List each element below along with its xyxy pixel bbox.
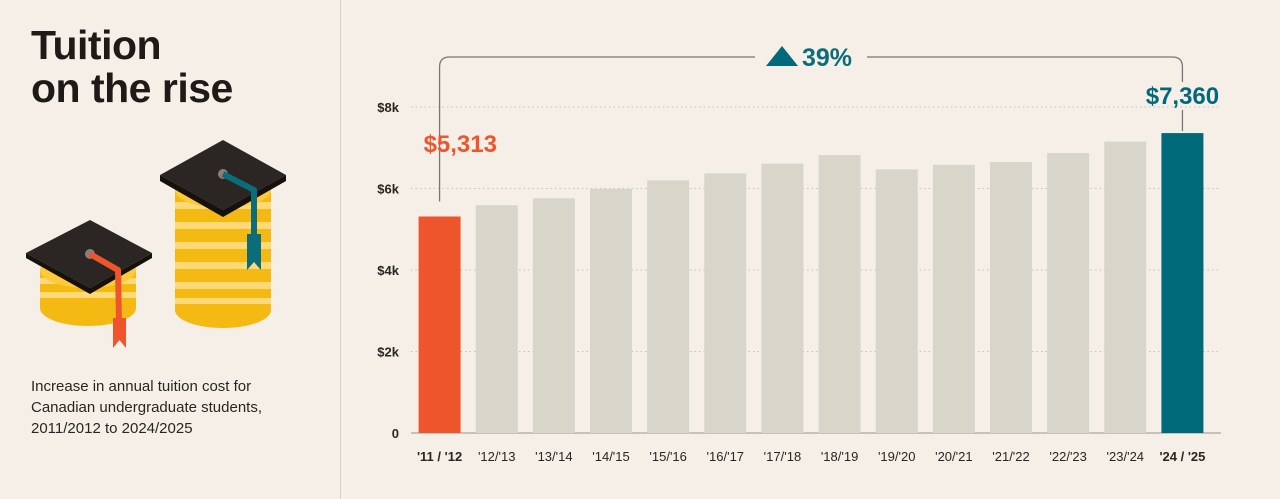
x-tick-label: '18/'19 <box>821 449 859 464</box>
y-tick-label: $8k <box>377 100 399 115</box>
bar <box>1161 133 1204 433</box>
up-arrow-icon <box>766 46 798 66</box>
bar <box>818 155 861 433</box>
bar <box>590 188 632 433</box>
panel-divider <box>340 0 341 499</box>
bar <box>932 164 975 434</box>
x-tick-label: '21/'22 <box>992 449 1030 464</box>
large-graduation-cap-icon <box>160 140 286 270</box>
y-tick-label: $4k <box>377 263 399 278</box>
left-panel: Tuition on the rise <box>0 0 340 499</box>
x-tick-label: '20/'21 <box>935 449 973 464</box>
caption-line-1: Increase in annual tuition cost for <box>31 378 252 395</box>
change-bracket-right <box>867 56 1184 82</box>
graduation-coins-illustration <box>26 140 286 348</box>
x-tick-label: '22/'23 <box>1049 449 1087 464</box>
page-title: Tuition on the rise <box>31 24 233 110</box>
tuition-bar-chart: 0 $2k $4k $6k $8k '11 / '12 '12/'13 '13/'14 '14/… <box>377 44 1221 464</box>
y-tick-label: $2k <box>377 345 399 360</box>
title-line-2: on the rise <box>31 65 233 111</box>
y-tick-label: $6k <box>377 182 399 197</box>
bar <box>475 205 518 433</box>
x-tick-label: '19/'20 <box>878 449 916 464</box>
x-tick-label: '17/'18 <box>764 449 802 464</box>
bar <box>704 173 747 434</box>
title-line-1: Tuition <box>31 22 162 68</box>
x-tick-label: '16/'17 <box>707 449 745 464</box>
x-tick-label: '13/'14 <box>535 449 573 464</box>
bar <box>1104 141 1147 433</box>
change-bracket-left <box>438 56 755 202</box>
end-value-label: $7,360 <box>1146 83 1219 110</box>
x-tick-label: '14/'15 <box>592 449 630 464</box>
caption-line-3: 2011/2012 to 2024/2025 <box>31 420 193 437</box>
bar <box>990 162 1032 433</box>
chart-caption: Increase in annual tuition cost for Cana… <box>31 376 321 439</box>
bar <box>532 198 575 433</box>
x-tick-label: '11 / '12 <box>417 449 462 464</box>
bar <box>647 180 690 433</box>
x-tick-label: '24 / '25 <box>1159 449 1205 464</box>
start-value-label: $5,313 <box>424 131 497 158</box>
x-tick-label: '15/'16 <box>649 449 687 464</box>
bar <box>1047 153 1090 434</box>
bar <box>418 216 461 433</box>
caption-line-2: Canadian undergraduate students, <box>31 399 263 416</box>
x-tick-label: '12/'13 <box>478 449 516 464</box>
x-tick-label: '23/'24 <box>1107 449 1145 464</box>
percent-change-label: 39% <box>802 44 852 72</box>
small-graduation-cap-icon <box>26 220 152 348</box>
bar <box>761 163 804 433</box>
bar <box>875 169 918 433</box>
y-tick-label: 0 <box>392 426 399 441</box>
